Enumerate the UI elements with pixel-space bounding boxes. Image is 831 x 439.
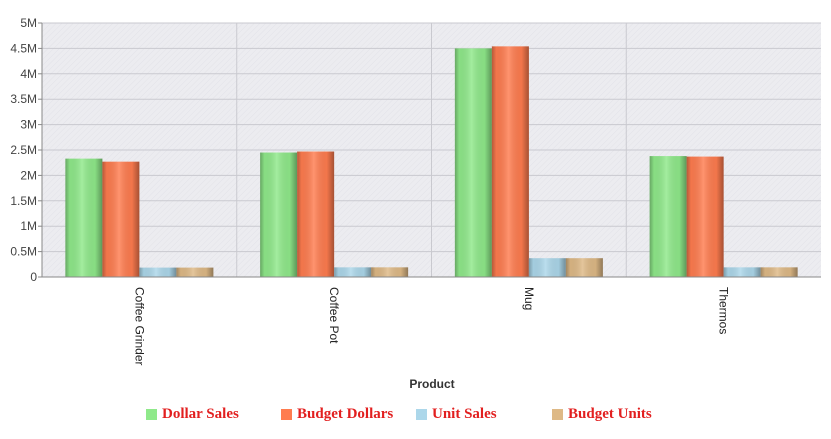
legend-swatch — [416, 408, 427, 420]
y-tick-label: 5M — [20, 16, 37, 30]
bars — [65, 46, 798, 278]
y-tick-label: 2M — [20, 168, 37, 182]
legend-swatch — [146, 408, 157, 420]
y-tick-label: 0.5M — [10, 245, 37, 259]
bar-shading — [65, 158, 103, 277]
y-tick-label: 1M — [20, 219, 37, 233]
y-tick-label: 4.5M — [10, 41, 37, 55]
bar-shading — [491, 46, 529, 278]
bar-shading — [102, 161, 140, 277]
x-tick-label: Coffee Grinder — [132, 287, 146, 366]
bar-shading — [176, 267, 214, 277]
bar-shading — [371, 267, 409, 277]
x-tick-label: Thermos — [717, 287, 731, 334]
legend-label: Budget Dollars — [297, 405, 394, 422]
bar-shading — [649, 156, 687, 277]
legend-label: Budget Units — [568, 405, 652, 422]
bar-shading — [297, 151, 335, 277]
bar-shading — [260, 152, 298, 277]
x-tick-label: Mug — [522, 287, 536, 310]
legend-item: Budget Dollars — [281, 403, 393, 425]
x-tick-label: Coffee Pot — [327, 287, 341, 344]
legend-label: Dollar Sales — [162, 405, 239, 422]
bar-shading — [686, 156, 724, 277]
gridlines — [42, 22, 821, 277]
legend-swatch — [281, 408, 292, 420]
bar-shading — [528, 258, 566, 277]
bar-shading — [454, 48, 492, 278]
legend-label: Unit Sales — [432, 405, 497, 422]
bar-shading — [565, 258, 603, 277]
y-tick-label: 3.5M — [10, 92, 37, 106]
y-tick-label: 4M — [20, 67, 37, 81]
legend-swatch — [552, 408, 563, 420]
x-axis-label: Product — [409, 377, 454, 391]
y-tick-label: 2.5M — [10, 143, 37, 157]
y-tick-label: 0 — [30, 270, 37, 284]
y-tick-label: 3M — [20, 118, 37, 132]
x-axis-ticks: Coffee Grinder Coffee Pot Mug Thermos — [132, 287, 730, 366]
legend: Dollar Sales Budget Dollars Unit Sales Budg… — [0, 403, 831, 427]
bar-shading — [139, 267, 177, 277]
y-axis-ticks: 0 0.5M 1M 1.5M 2M 2.5M 3M 3.5M 4M 4.5M 5M — [10, 16, 42, 284]
legend-item: Budget Units — [552, 403, 652, 425]
bar-shading — [760, 267, 798, 277]
bar-shading — [334, 267, 372, 277]
bar-shading — [723, 267, 761, 277]
legend-item: Unit Sales — [416, 403, 497, 425]
legend-item: Dollar Sales — [146, 403, 239, 425]
y-tick-label: 1.5M — [10, 194, 37, 208]
